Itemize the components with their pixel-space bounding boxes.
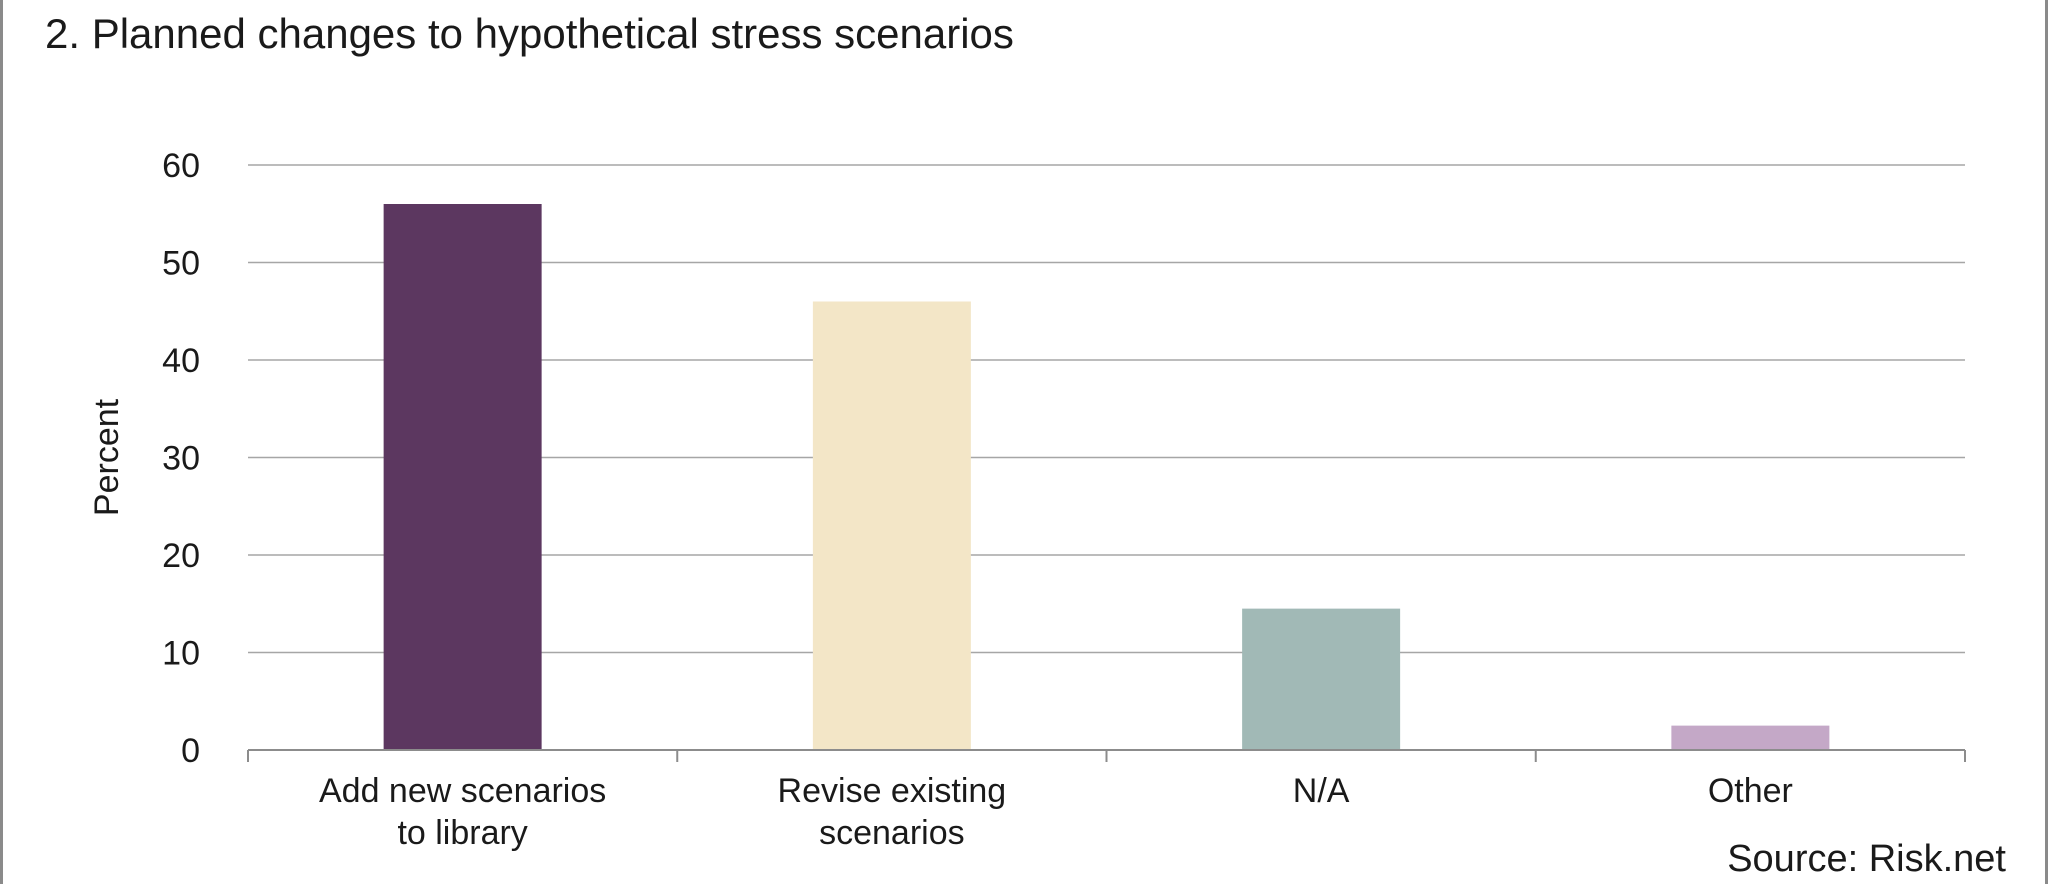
y-tick-label: 40 <box>162 342 200 380</box>
y-tick-label: 50 <box>162 245 200 283</box>
x-tick-label: Revise existing scenarios <box>778 772 1007 852</box>
bar <box>812 301 971 750</box>
source-note: Source: Risk.net <box>1727 838 2006 880</box>
x-tick-label: Add new scenarios to library <box>319 772 606 852</box>
x-axis <box>247 749 1966 762</box>
y-tick-label: 60 <box>162 147 200 185</box>
chart-title: 2. Planned changes to hypothetical stres… <box>45 10 1014 57</box>
y-axis-ticks: 0 10 20 30 40 50 60 <box>162 147 200 770</box>
bars <box>383 204 1830 750</box>
y-tick-label: 0 <box>181 732 200 770</box>
y-tick-label: 10 <box>162 635 200 673</box>
bar <box>1242 608 1401 750</box>
x-axis-ticks: Add new scenarios to library Revise existi… <box>319 772 1793 852</box>
x-tick-label: Other <box>1708 772 1793 810</box>
y-axis-label: Percent <box>88 398 126 516</box>
y-tick-label: 20 <box>162 537 200 575</box>
bar <box>383 204 542 750</box>
x-tick-label: N/A <box>1293 772 1350 810</box>
y-tick-label: 30 <box>162 440 200 478</box>
bar <box>1671 725 1830 750</box>
